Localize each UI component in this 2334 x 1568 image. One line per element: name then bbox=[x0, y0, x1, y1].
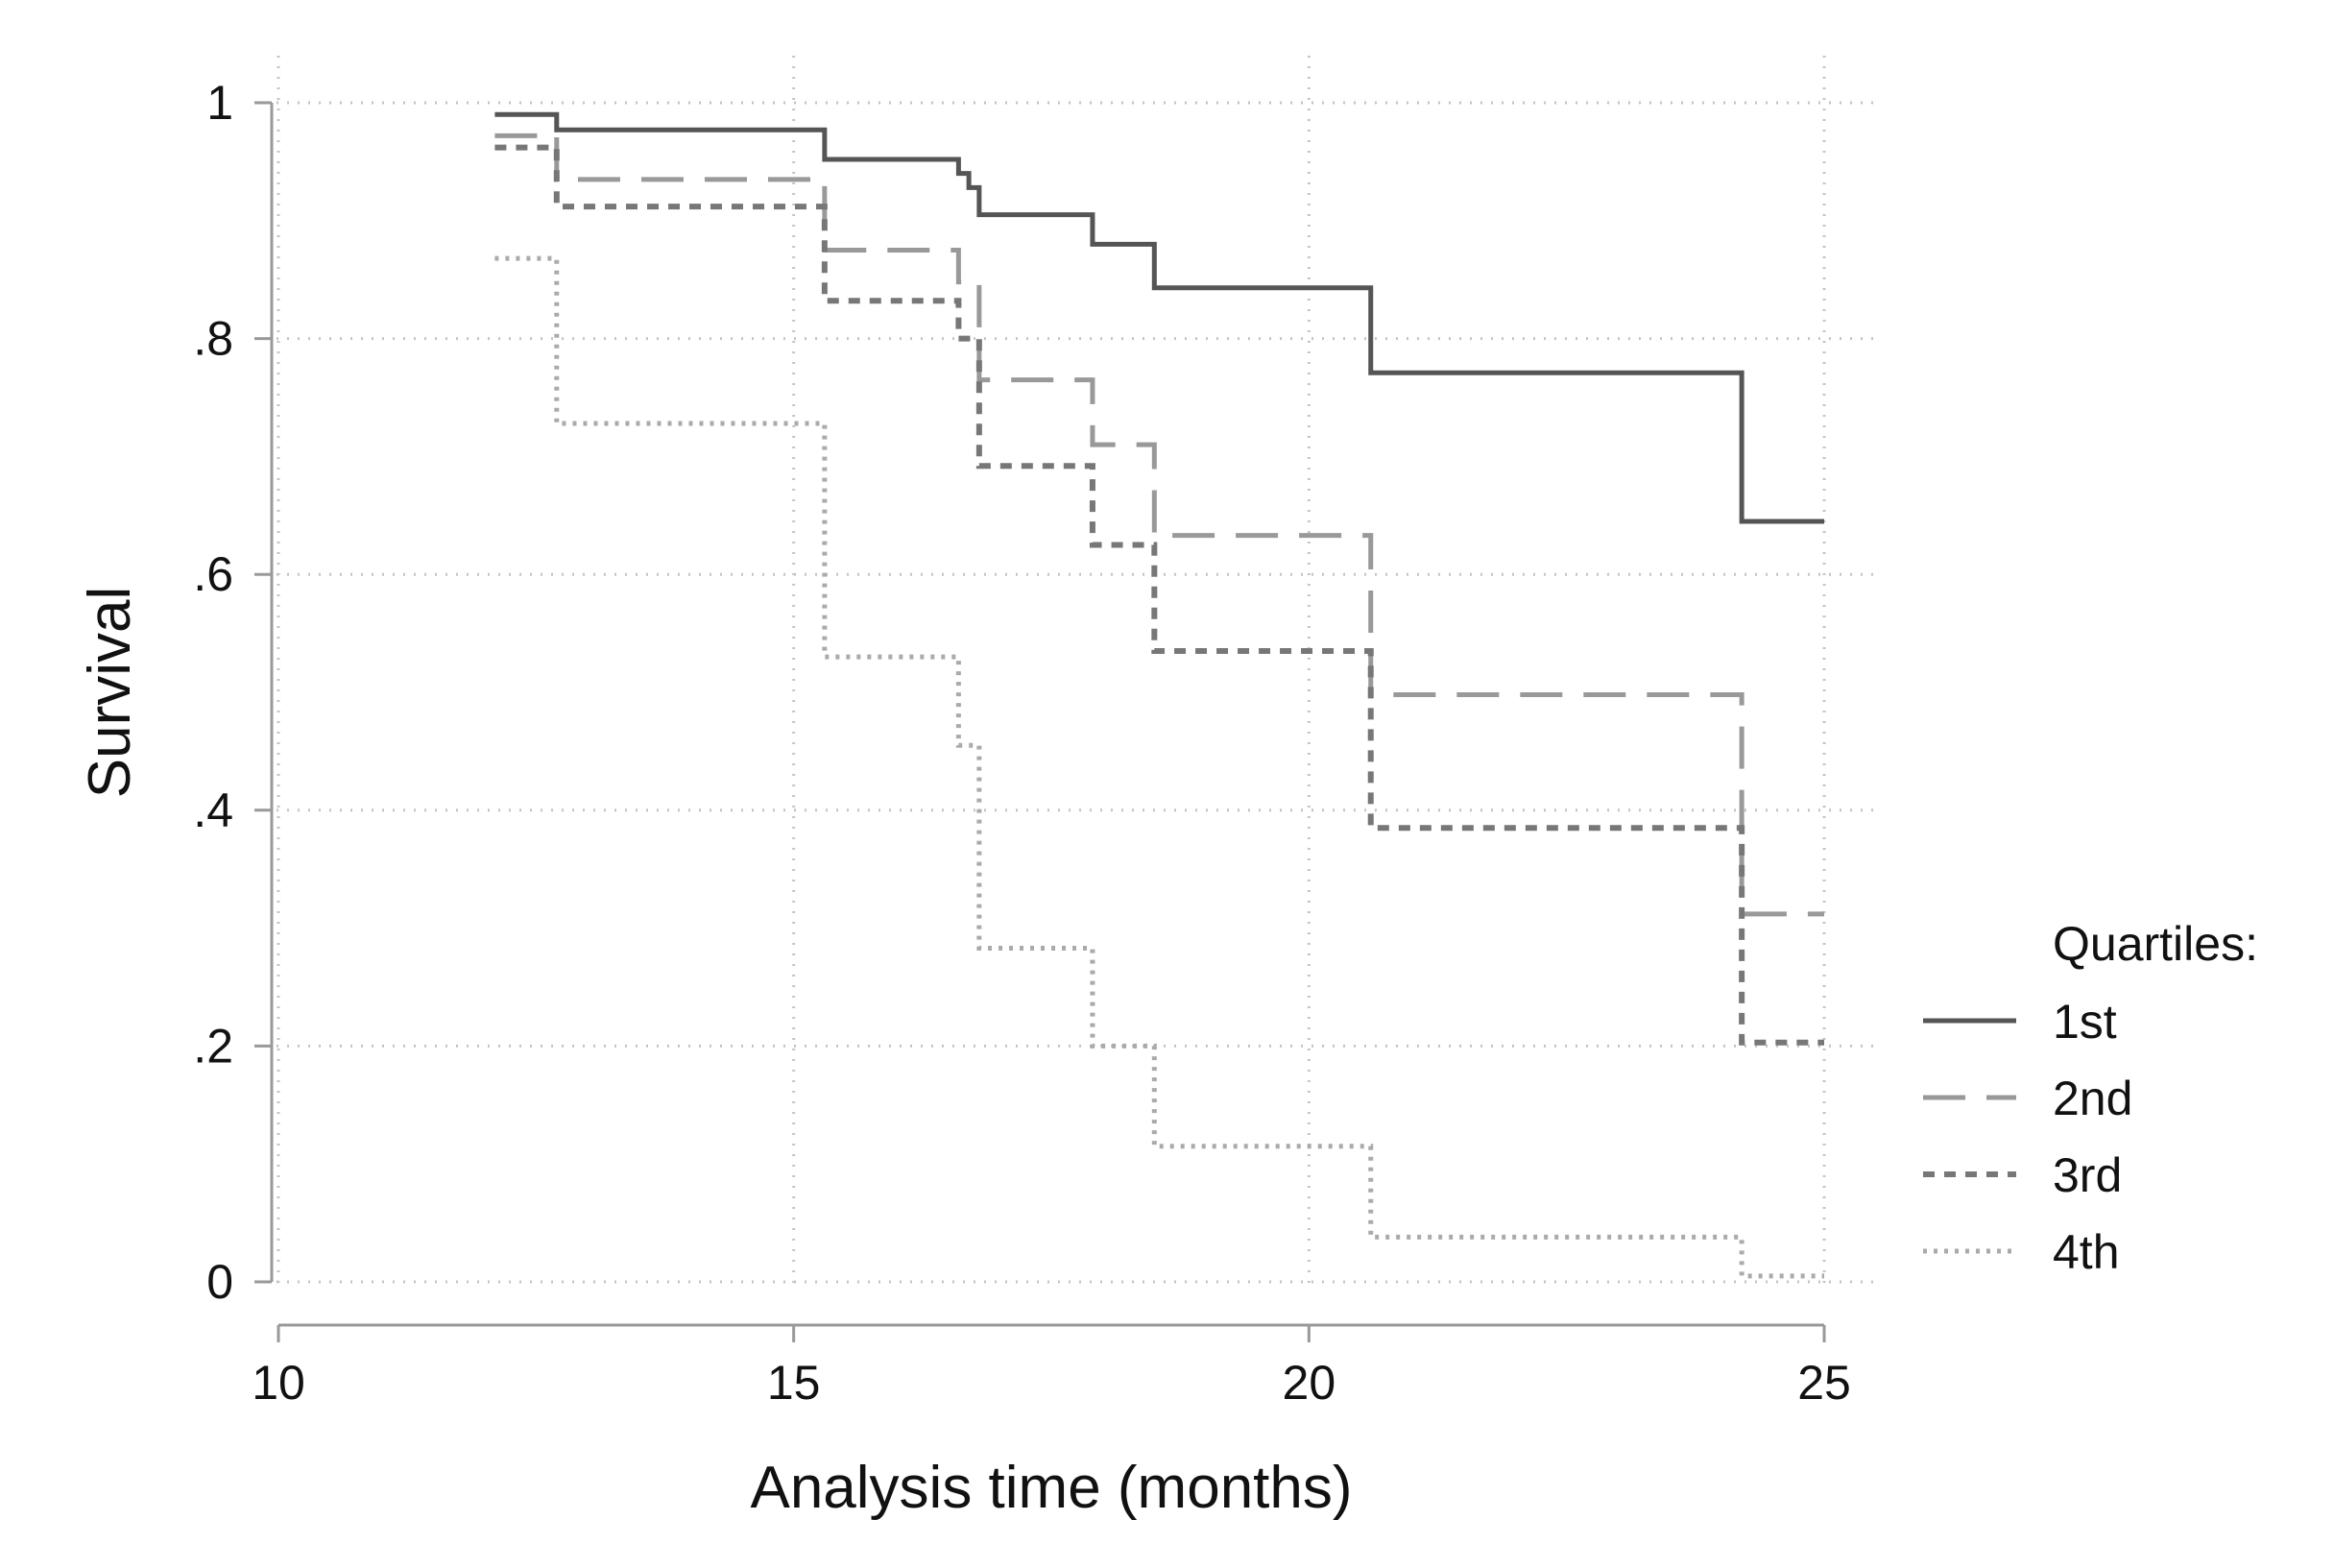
x-tick-label: 10 bbox=[252, 1356, 305, 1410]
x-axis-title: Analysis time (months) bbox=[750, 1455, 1352, 1521]
axis-ticks: 0 .2 .4 .6 .8 1 10 15 20 25 bbox=[193, 76, 1851, 1410]
y-axis-title: Survival bbox=[77, 587, 143, 799]
legend: Quartiles: 1st 2nd 3rd 4th bbox=[1923, 917, 2258, 1279]
axes bbox=[270, 103, 1824, 1327]
legend-label-3rd: 3rd bbox=[2053, 1148, 2122, 1202]
x-tick-label: 20 bbox=[1283, 1356, 1336, 1410]
legend-label-4th: 4th bbox=[2053, 1225, 2120, 1279]
x-tick-label: 15 bbox=[767, 1356, 821, 1410]
legend-label-1st: 1st bbox=[2053, 995, 2117, 1049]
legend-label-2nd: 2nd bbox=[2053, 1072, 2132, 1125]
series-line-3rd bbox=[494, 144, 1824, 1046]
series-line-4th bbox=[494, 255, 1824, 1279]
x-tick-label: 25 bbox=[1797, 1356, 1851, 1410]
survival-curves bbox=[494, 111, 1824, 1279]
grid-lines bbox=[277, 56, 1877, 1291]
y-tick-label: 1 bbox=[206, 76, 233, 130]
y-tick-label: 0 bbox=[206, 1255, 233, 1309]
series-line-2nd bbox=[494, 133, 1824, 917]
y-tick-label: .6 bbox=[193, 547, 233, 601]
y-tick-label: .4 bbox=[193, 784, 233, 837]
y-tick-label: .8 bbox=[193, 312, 233, 366]
legend-title: Quartiles: bbox=[2053, 917, 2258, 971]
series-line-1st bbox=[494, 111, 1824, 524]
y-tick-label: .2 bbox=[193, 1019, 233, 1073]
